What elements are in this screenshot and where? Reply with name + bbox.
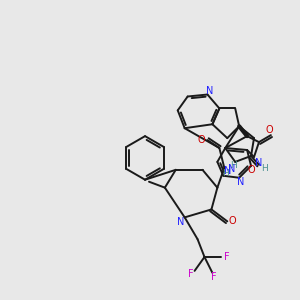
Text: N: N [224, 166, 231, 176]
Text: N: N [238, 177, 245, 187]
Text: F: F [188, 269, 194, 279]
Text: N: N [206, 85, 213, 96]
Text: N: N [228, 164, 235, 174]
Text: N: N [255, 158, 263, 168]
Text: H: H [262, 164, 268, 173]
Text: H: H [230, 161, 237, 170]
Text: O: O [265, 125, 273, 135]
Text: O: O [198, 135, 205, 145]
Text: O: O [228, 216, 236, 226]
Text: O: O [247, 165, 255, 175]
Text: F: F [224, 252, 230, 262]
Text: N: N [177, 217, 184, 227]
Text: F: F [211, 272, 216, 282]
Text: H: H [222, 169, 229, 178]
